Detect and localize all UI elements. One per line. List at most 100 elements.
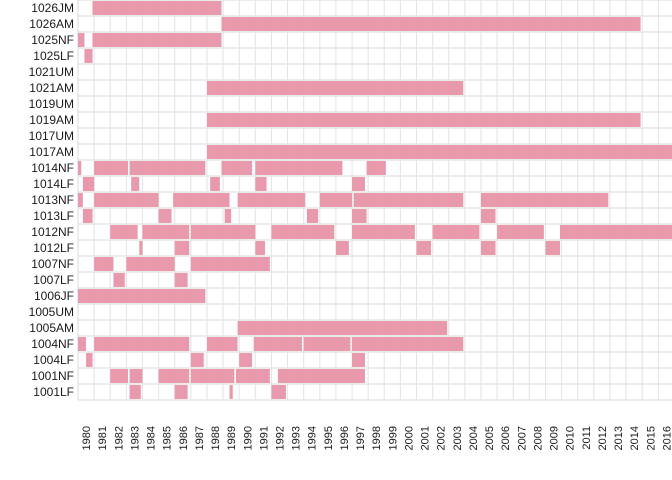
interval-bar	[352, 225, 415, 239]
interval-bar	[306, 209, 319, 223]
interval-bar	[84, 49, 93, 63]
interval-bar	[352, 209, 367, 223]
x-tick-label: 1985	[162, 426, 174, 450]
x-tick-label: 1984	[146, 426, 158, 450]
y-tick-label: 1019UM	[29, 97, 74, 111]
interval-bar	[126, 257, 175, 271]
y-tick-label: 1019AM	[29, 113, 74, 127]
interval-bar	[82, 177, 95, 191]
x-tick-label: 2014	[629, 426, 641, 450]
y-tick-label: 1017UM	[29, 129, 74, 143]
y-tick-label: 1006JF	[34, 289, 74, 303]
interval-bar	[255, 161, 343, 175]
interval-bar	[319, 193, 353, 207]
x-tick-label: 2002	[436, 426, 448, 450]
x-tick-label: 2012	[597, 426, 609, 450]
interval-bar	[432, 225, 480, 239]
x-tick-label: 1995	[323, 426, 335, 450]
interval-bar	[206, 81, 464, 95]
interval-bar	[110, 225, 138, 239]
interval-bar	[190, 257, 270, 271]
x-axis-labels: 1980 1981 1982 1983 1984 1985 1986 1987 1988 1989…	[81, 426, 672, 450]
x-tick-label: 2008	[532, 426, 544, 450]
interval-bar	[235, 369, 270, 383]
interval-bar	[110, 369, 128, 383]
x-tick-label: 2015	[645, 426, 657, 450]
interval-bar	[129, 385, 141, 399]
y-tick-label: 1017AM	[29, 145, 74, 159]
y-tick-label: 1025NF	[31, 33, 74, 47]
interval-bar	[271, 225, 335, 239]
interval-bar	[86, 353, 93, 367]
interval-bar	[237, 193, 306, 207]
y-tick-label: 1004NF	[31, 337, 74, 351]
interval-bar	[237, 321, 448, 335]
x-tick-label: 1980	[81, 426, 93, 450]
interval-bar	[190, 353, 204, 367]
x-tick-label: 1993	[291, 426, 303, 450]
interval-bar	[497, 225, 544, 239]
y-tick-label: 1025LF	[33, 49, 74, 63]
interval-bar	[239, 353, 253, 367]
interval-bar	[229, 385, 233, 399]
x-tick-label: 1990	[242, 426, 254, 450]
interval-bar	[352, 337, 464, 351]
y-tick-label: 1012NF	[31, 225, 74, 239]
interval-bar	[206, 337, 238, 351]
y-tick-label: 1014NF	[31, 161, 74, 175]
x-tick-label: 1982	[113, 426, 125, 450]
y-tick-label: 1004LF	[33, 353, 74, 367]
y-tick-label: 1026JM	[31, 1, 74, 15]
interval-bar	[158, 369, 190, 383]
x-tick-label: 2005	[484, 426, 496, 450]
interval-bar	[221, 161, 253, 175]
interval-bar	[277, 369, 365, 383]
interval-bar	[303, 337, 351, 351]
interval-bar	[255, 241, 265, 255]
x-tick-label: 2011	[581, 426, 593, 450]
y-tick-label: 1014LF	[33, 177, 74, 191]
y-tick-label: 1001LF	[33, 385, 74, 399]
y-tick-label: 1021UM	[29, 65, 74, 79]
interval-bar	[416, 241, 432, 255]
interval-bar	[94, 257, 114, 271]
interval-bar	[206, 113, 641, 127]
y-tick-label: 1007NF	[31, 257, 74, 271]
y-tick-label: 1005UM	[29, 305, 74, 319]
interval-bar	[255, 177, 267, 191]
interval-bar	[92, 33, 222, 47]
x-tick-label: 2007	[516, 426, 528, 450]
y-tick-label: 1013NF	[31, 193, 74, 207]
interval-bar	[174, 273, 188, 287]
interval-bar	[559, 225, 672, 239]
interval-bar	[92, 1, 222, 15]
x-tick-label: 1999	[387, 426, 399, 450]
x-tick-label: 1989	[226, 426, 238, 450]
x-tick-label: 1991	[258, 426, 270, 450]
interval-bar	[174, 241, 190, 255]
interval-bar	[173, 193, 230, 207]
interval-bar	[174, 385, 188, 399]
interval-bar	[271, 385, 286, 399]
x-tick-label: 1998	[371, 426, 383, 450]
y-tick-label: 1021AM	[29, 81, 74, 95]
interval-bar	[78, 161, 82, 175]
interval-bar	[94, 193, 159, 207]
interval-bar	[158, 209, 172, 223]
interval-bar	[352, 353, 365, 367]
x-tick-label: 1996	[339, 426, 351, 450]
y-tick-label: 1007LF	[33, 273, 74, 287]
y-tick-label: 1012LF	[33, 241, 74, 255]
interval-bar	[190, 225, 256, 239]
interval-bar	[78, 193, 83, 207]
x-tick-label: 2000	[403, 426, 415, 450]
y-tick-label: 1026AM	[29, 17, 74, 31]
x-tick-label: 2013	[613, 426, 625, 450]
x-tick-label: 2006	[500, 426, 512, 450]
interval-bar	[224, 209, 232, 223]
x-tick-label: 1994	[307, 426, 319, 450]
x-tick-label: 1992	[275, 426, 287, 450]
interval-bar	[206, 145, 672, 159]
interval-bar	[139, 241, 143, 255]
